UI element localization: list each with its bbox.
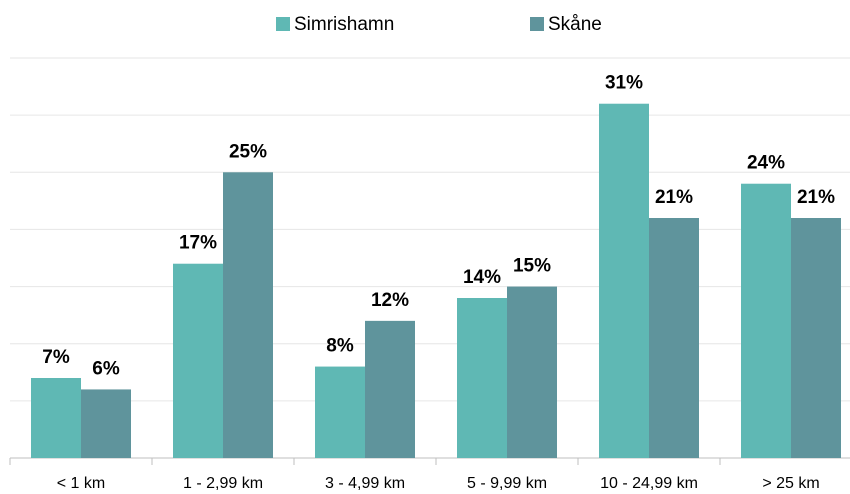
bar xyxy=(791,218,841,458)
bar xyxy=(81,389,131,458)
bar xyxy=(649,218,699,458)
legend-swatch xyxy=(530,17,544,31)
x-tick-label: < 1 km xyxy=(57,475,105,492)
value-label: 21% xyxy=(655,187,693,208)
x-tick-label: 3 - 4,99 km xyxy=(325,475,405,492)
value-label: 7% xyxy=(42,347,70,368)
x-tick-label: 5 - 9,99 km xyxy=(467,475,547,492)
value-label: 25% xyxy=(229,141,267,162)
value-label: 8% xyxy=(326,336,354,357)
bar xyxy=(223,172,273,459)
legend-label: Simrishamn xyxy=(294,14,394,35)
value-label: 12% xyxy=(371,290,409,311)
bar xyxy=(599,103,649,458)
bar xyxy=(31,378,81,458)
legend-swatch xyxy=(276,17,290,31)
bar xyxy=(315,366,365,458)
value-label: 17% xyxy=(179,233,217,254)
legend-label: Skåne xyxy=(548,14,602,35)
bar xyxy=(173,263,223,458)
value-label: 31% xyxy=(605,73,643,94)
x-tick-label: > 25 km xyxy=(762,475,819,492)
x-tick-label: 1 - 2,99 km xyxy=(183,475,263,492)
value-label: 6% xyxy=(92,358,120,379)
bar xyxy=(365,320,415,458)
value-label: 14% xyxy=(463,267,501,288)
bar xyxy=(457,298,507,458)
value-label: 21% xyxy=(797,187,835,208)
x-tick-label: 10 - 24,99 km xyxy=(600,475,698,492)
value-label: 15% xyxy=(513,256,551,277)
bar xyxy=(507,286,557,458)
value-label: 24% xyxy=(747,153,785,174)
bar xyxy=(741,183,791,458)
